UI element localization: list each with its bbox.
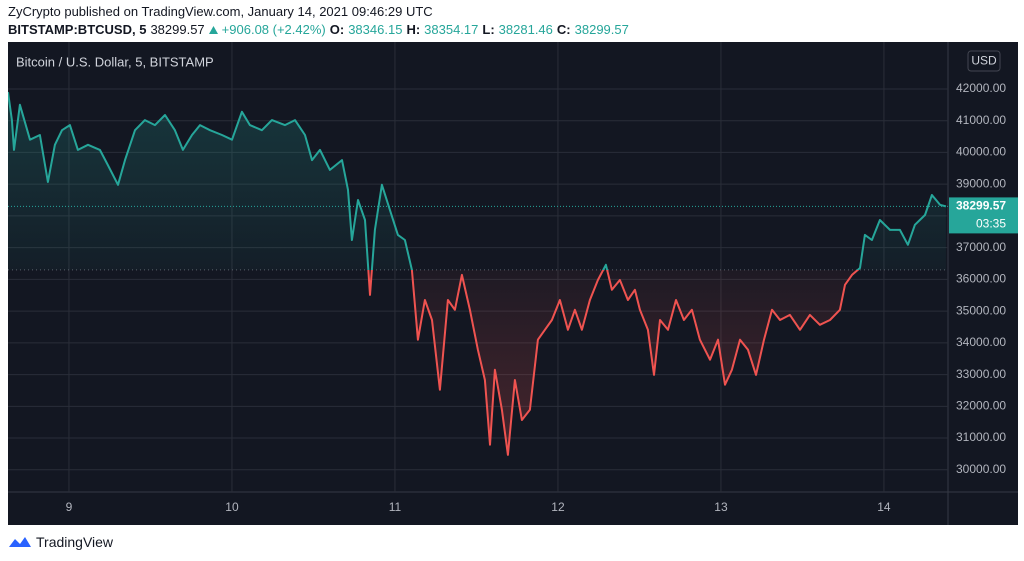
x-tick-label: 12 [551,500,565,514]
y-tick-label: 34000.00 [956,335,1006,349]
currency-button[interactable] [967,50,1001,72]
currency[interactable]: USD [971,54,997,68]
y-tick-label: 37000.00 [956,240,1006,254]
quote-line: BITSTAMP:BTCUSD, 5 38299.57 +906.08 (+2.… [8,22,629,37]
last-price-box [949,197,1018,234]
low-label: L: [482,22,495,37]
y-tick-label: 31000.00 [956,430,1006,444]
last-price-label: 38299.57 [956,199,1006,213]
x-tick-label: 13 [714,500,728,514]
y-tick-label: 30000.00 [956,462,1006,476]
x-tick-label: 10 [225,500,239,514]
y-tick-label: 36000.00 [956,272,1006,286]
open: 38346.15 [348,22,403,37]
y-tick-label: 39000.00 [956,176,1006,190]
y-tick-label: 40000.00 [956,145,1006,159]
close: 38299.57 [574,22,629,37]
chart: 30000.00 31000.00 32000.00 33000.00 34000.00… [8,42,1018,525]
footer: TradingView [8,534,113,550]
y-tick-label: 42000.00 [956,81,1006,95]
low: 38281.46 [498,22,553,37]
plot [8,42,948,492]
y-tick-label: 33000.00 [956,367,1006,381]
open-label: O: [329,22,345,37]
x-tick-label: 11 [389,500,402,514]
brand: TradingView [36,534,114,550]
y-tick-label: 35000.00 [956,303,1006,317]
chart-title: Bitcoin / U.S. Dollar, 5, BITSTAMP [16,54,214,69]
publisher-line: ZyCrypto published on TradingView.com, J… [8,4,433,19]
last: 38299.57 [150,22,205,37]
y-tick-label: 41000.00 [956,113,1006,127]
close-label: C: [556,22,571,37]
price-line [8,91,947,456]
high: 38354.17 [424,22,479,37]
high-label: H: [406,22,421,37]
area [8,92,946,455]
publisher: ZyCrypto published on TradingView.com, J… [8,4,433,19]
x-tick-label: 9 [66,500,73,514]
axes: 30000.00 31000.00 32000.00 33000.00 34000.00… [66,81,1018,514]
change: +906.08 (+2.42%) [221,22,326,37]
symbol: BITSTAMP:BTCUSD, 5 [8,22,147,37]
countdown: 03:35 [976,217,1006,231]
logo [9,537,31,547]
x-tick-label: 14 [877,500,891,514]
y-tick-label: 32000.00 [956,398,1006,412]
up-arrow [208,25,218,34]
